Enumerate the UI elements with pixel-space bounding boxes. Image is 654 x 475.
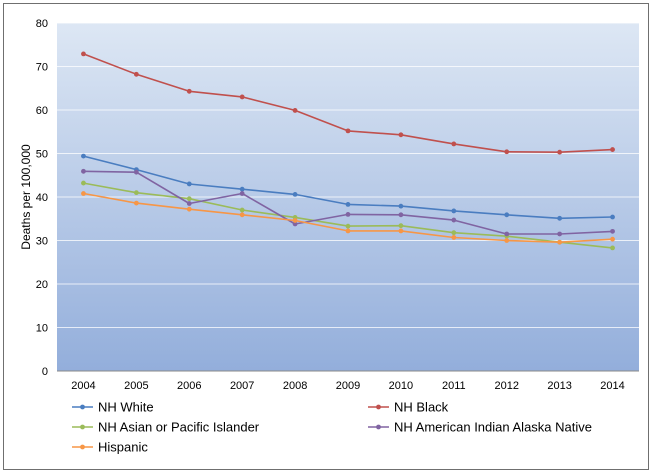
legend-entry: NH White — [72, 400, 154, 415]
data-point — [451, 217, 457, 223]
data-point — [398, 132, 404, 138]
series-nh-american-indian-alaska-native — [81, 168, 615, 237]
data-point — [610, 214, 615, 220]
data-point — [186, 181, 192, 187]
data-point — [610, 147, 615, 152]
data-point — [239, 94, 245, 100]
data-point — [504, 212, 510, 218]
data-point — [451, 141, 457, 147]
legend-entry: NH Black — [368, 400, 449, 415]
data-point — [81, 168, 86, 174]
data-point — [451, 230, 457, 236]
legend-marker — [80, 404, 85, 410]
x-tick-label: 2012 — [494, 380, 518, 392]
data-point — [81, 180, 86, 186]
legend-label: NH Asian or Pacific Islander — [98, 420, 260, 435]
data-point — [610, 245, 615, 251]
data-point — [292, 108, 298, 113]
data-point — [345, 128, 351, 134]
legend-marker — [376, 424, 381, 430]
x-tick-label: 2005 — [124, 380, 148, 392]
data-point — [557, 239, 563, 245]
data-point — [398, 223, 404, 229]
data-point — [345, 201, 351, 207]
data-point — [292, 191, 298, 197]
y-tick-label: 60 — [36, 105, 48, 117]
y-tick-label: 0 — [42, 366, 48, 378]
data-point — [133, 200, 139, 206]
y-tick-label: 40 — [36, 192, 48, 204]
series-nh-black — [81, 51, 615, 155]
data-point — [186, 206, 192, 212]
data-point — [81, 51, 86, 57]
legend-entry: Hispanic — [72, 440, 148, 455]
x-tick-label: 2009 — [336, 380, 360, 392]
data-point — [557, 149, 563, 155]
y-tick-label: 50 — [36, 149, 48, 161]
data-point — [239, 191, 245, 196]
data-point — [504, 231, 510, 237]
data-point — [504, 238, 510, 243]
data-point — [81, 191, 86, 196]
x-tick-label: 2008 — [283, 380, 307, 392]
data-point — [133, 169, 139, 175]
y-tick-label: 20 — [36, 279, 48, 291]
y-tick-label: 70 — [36, 62, 48, 74]
x-tick-label: 2013 — [547, 380, 571, 392]
x-tick-label: 2010 — [389, 380, 413, 392]
legend-label: NH Black — [394, 400, 449, 415]
data-point — [345, 212, 351, 217]
series-nh-white — [81, 153, 615, 221]
y-axis-title: Deaths per 100,000 — [19, 144, 33, 250]
data-point — [239, 212, 245, 218]
data-point — [610, 228, 615, 234]
data-point — [186, 196, 192, 202]
data-point — [186, 88, 192, 94]
data-point — [133, 190, 139, 196]
legend-marker — [80, 424, 85, 430]
legend-marker — [376, 404, 381, 410]
data-point — [610, 236, 615, 242]
x-tick-label: 2011 — [442, 380, 466, 392]
data-point — [292, 218, 298, 223]
data-point — [504, 149, 510, 155]
data-point — [398, 228, 404, 234]
data-point — [239, 207, 245, 213]
legend-entry: NH American Indian Alaska Native — [368, 420, 592, 435]
data-point — [451, 208, 457, 214]
legend-entry: NH Asian or Pacific Islander — [72, 420, 260, 435]
data-point — [451, 235, 457, 240]
y-tick-label: 10 — [36, 323, 48, 335]
data-point — [398, 203, 404, 209]
legend-label: Hispanic — [98, 440, 148, 455]
legend-marker — [80, 444, 85, 450]
data-point — [133, 71, 139, 77]
data-point — [81, 153, 86, 159]
y-tick-label: 30 — [36, 236, 48, 248]
x-tick-label: 2006 — [177, 380, 201, 392]
x-tick-label: 2014 — [600, 380, 624, 392]
data-point — [557, 215, 563, 221]
data-point — [398, 212, 404, 218]
data-point — [186, 201, 192, 206]
data-point — [292, 221, 298, 227]
legend-label: NH American Indian Alaska Native — [394, 420, 592, 435]
data-point — [345, 223, 351, 229]
x-tick-label: 2004 — [71, 380, 95, 392]
data-point — [239, 186, 245, 192]
legend-label: NH White — [98, 400, 154, 415]
y-tick-label: 80 — [36, 18, 48, 30]
series-hispanic — [81, 191, 615, 245]
x-tick-label: 2007 — [230, 380, 254, 392]
data-point — [557, 231, 563, 237]
data-point — [345, 228, 351, 234]
